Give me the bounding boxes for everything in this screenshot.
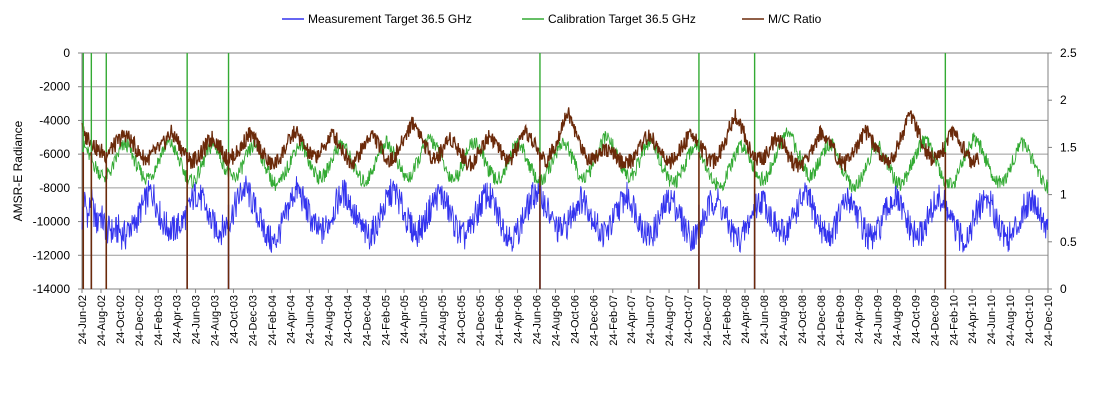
x-tick-label: 24-Jun-10 xyxy=(986,295,998,345)
y-right-tick-label: 2.5 xyxy=(1060,46,1077,60)
x-tick-label: 24-Jun-04 xyxy=(304,295,316,345)
y-right-tick-label: 0.5 xyxy=(1060,235,1077,249)
x-tick-label: 24-Apr-03 xyxy=(172,295,184,344)
y-left-tick-label: -14000 xyxy=(33,282,71,296)
x-tick-label: 24-Feb-06 xyxy=(494,295,506,346)
y-right-tick-label: 2 xyxy=(1060,93,1067,107)
x-tick-label: 24-Jun-07 xyxy=(645,295,657,345)
x-tick-label: 24-Oct-06 xyxy=(569,295,581,344)
x-axis-ticks: 24-Jun-02 24-Aug-02 24-Oct-02 24-Dec-02 24-F… xyxy=(77,289,1055,346)
x-tick-label: 24-Feb-07 xyxy=(608,295,620,346)
x-tick-label: 24-Apr-06 xyxy=(513,295,525,344)
x-tick-label: 24-Feb-04 xyxy=(267,295,279,346)
x-tick-label: 24-Feb-05 xyxy=(381,295,393,346)
y-left-tick-label: -2000 xyxy=(39,80,70,94)
series-line-2 xyxy=(81,107,980,173)
y-left-tick-label: -12000 xyxy=(33,248,71,262)
legend-entry: Measurement Target 36.5 GHz xyxy=(308,12,472,26)
series-layer xyxy=(81,53,1049,289)
x-tick-label: 24-Feb-03 xyxy=(153,295,165,346)
x-tick-label: 24-Aug-07 xyxy=(664,295,676,346)
x-tick-label: 24-Aug-08 xyxy=(778,295,790,346)
x-tick-label: 24-Aug-10 xyxy=(1005,295,1017,346)
legend: Measurement Target 36.5 GHz Calibration T… xyxy=(282,12,822,26)
x-tick-label: 24-Oct-05 xyxy=(456,295,468,344)
y-axis-right-ticks: 2.5 2 1.5 1 0.5 0 xyxy=(1048,46,1077,296)
legend-entry: Calibration Target 36.5 GHz xyxy=(548,12,696,26)
x-tick-label: 24-Aug-02 xyxy=(96,295,108,346)
x-tick-label: 24-Dec-05 xyxy=(475,295,487,346)
x-tick-label: 24-Apr-09 xyxy=(854,295,866,344)
x-tick-label: 24-Dec-06 xyxy=(588,295,600,346)
series-line-0 xyxy=(81,175,1049,254)
y-right-tick-label: 1.5 xyxy=(1060,140,1077,154)
x-tick-label: 24-Oct-08 xyxy=(797,295,809,344)
x-tick-label: 24-Jun-08 xyxy=(759,295,771,345)
y-left-tick-label: -8000 xyxy=(39,181,70,195)
x-tick-label: 24-Jun-02 xyxy=(77,295,89,345)
y-axis-left-ticks: 0 -2000 -4000 -6000 -8000 -10000 -12000 -14000 xyxy=(33,46,82,296)
y-left-tick-label: 0 xyxy=(63,46,70,60)
x-tick-label: 24-Apr-07 xyxy=(626,295,638,344)
x-tick-label: 24-Apr-05 xyxy=(399,295,411,344)
y-left-tick-label: -6000 xyxy=(39,147,70,161)
y-right-tick-label: 1 xyxy=(1060,188,1067,202)
x-tick-label: 24-Dec-03 xyxy=(247,295,259,346)
x-tick-label: 24-Aug-09 xyxy=(891,295,903,346)
x-tick-label: 24-Dec-08 xyxy=(816,295,828,346)
x-tick-label: 24-Dec-07 xyxy=(702,295,714,346)
y-left-tick-label: -4000 xyxy=(39,113,70,127)
x-tick-label: 24-Aug-03 xyxy=(210,295,222,346)
x-tick-label: 24-Oct-03 xyxy=(229,295,241,344)
x-tick-label: 24-Dec-02 xyxy=(134,295,146,346)
x-tick-label: 24-Jun-05 xyxy=(418,295,430,345)
y-left-tick-label: -10000 xyxy=(33,215,71,229)
x-tick-label: 24-Jun-06 xyxy=(532,295,544,345)
x-tick-label: 24-Jun-03 xyxy=(191,295,203,345)
x-tick-label: 24-Oct-09 xyxy=(910,295,922,344)
x-tick-label: 24-Oct-07 xyxy=(683,295,695,344)
x-tick-label: 24-Jun-09 xyxy=(873,295,885,345)
legend-entry: M/C Ratio xyxy=(768,12,822,26)
x-tick-label: 24-Feb-10 xyxy=(949,295,961,346)
plot-frame xyxy=(81,52,1049,290)
x-tick-label: 24-Apr-10 xyxy=(967,295,979,344)
x-tick-label: 24-Aug-05 xyxy=(437,295,449,346)
plot-area xyxy=(81,52,1049,290)
y-axis-title: AMSR-E Radiance xyxy=(11,120,25,221)
x-tick-label: 24-Dec-04 xyxy=(361,295,373,346)
x-tick-label: 24-Apr-04 xyxy=(285,295,297,344)
x-tick-label: 24-Oct-02 xyxy=(115,295,127,344)
y-right-tick-label: 0 xyxy=(1060,282,1067,296)
x-tick-label: 24-Apr-08 xyxy=(740,295,752,344)
x-tick-label: 24-Aug-06 xyxy=(551,295,563,346)
x-tick-label: 24-Feb-09 xyxy=(835,295,847,346)
x-tick-label: 24-Oct-10 xyxy=(1024,295,1036,344)
x-tick-label: 24-Feb-08 xyxy=(721,295,733,346)
gridlines xyxy=(82,86,1048,256)
x-tick-label: 24-Dec-10 xyxy=(1043,295,1055,346)
x-tick-label: 24-Aug-04 xyxy=(323,295,335,346)
x-tick-label: 24-Dec-09 xyxy=(929,295,941,346)
x-tick-label: 24-Oct-04 xyxy=(342,295,354,344)
